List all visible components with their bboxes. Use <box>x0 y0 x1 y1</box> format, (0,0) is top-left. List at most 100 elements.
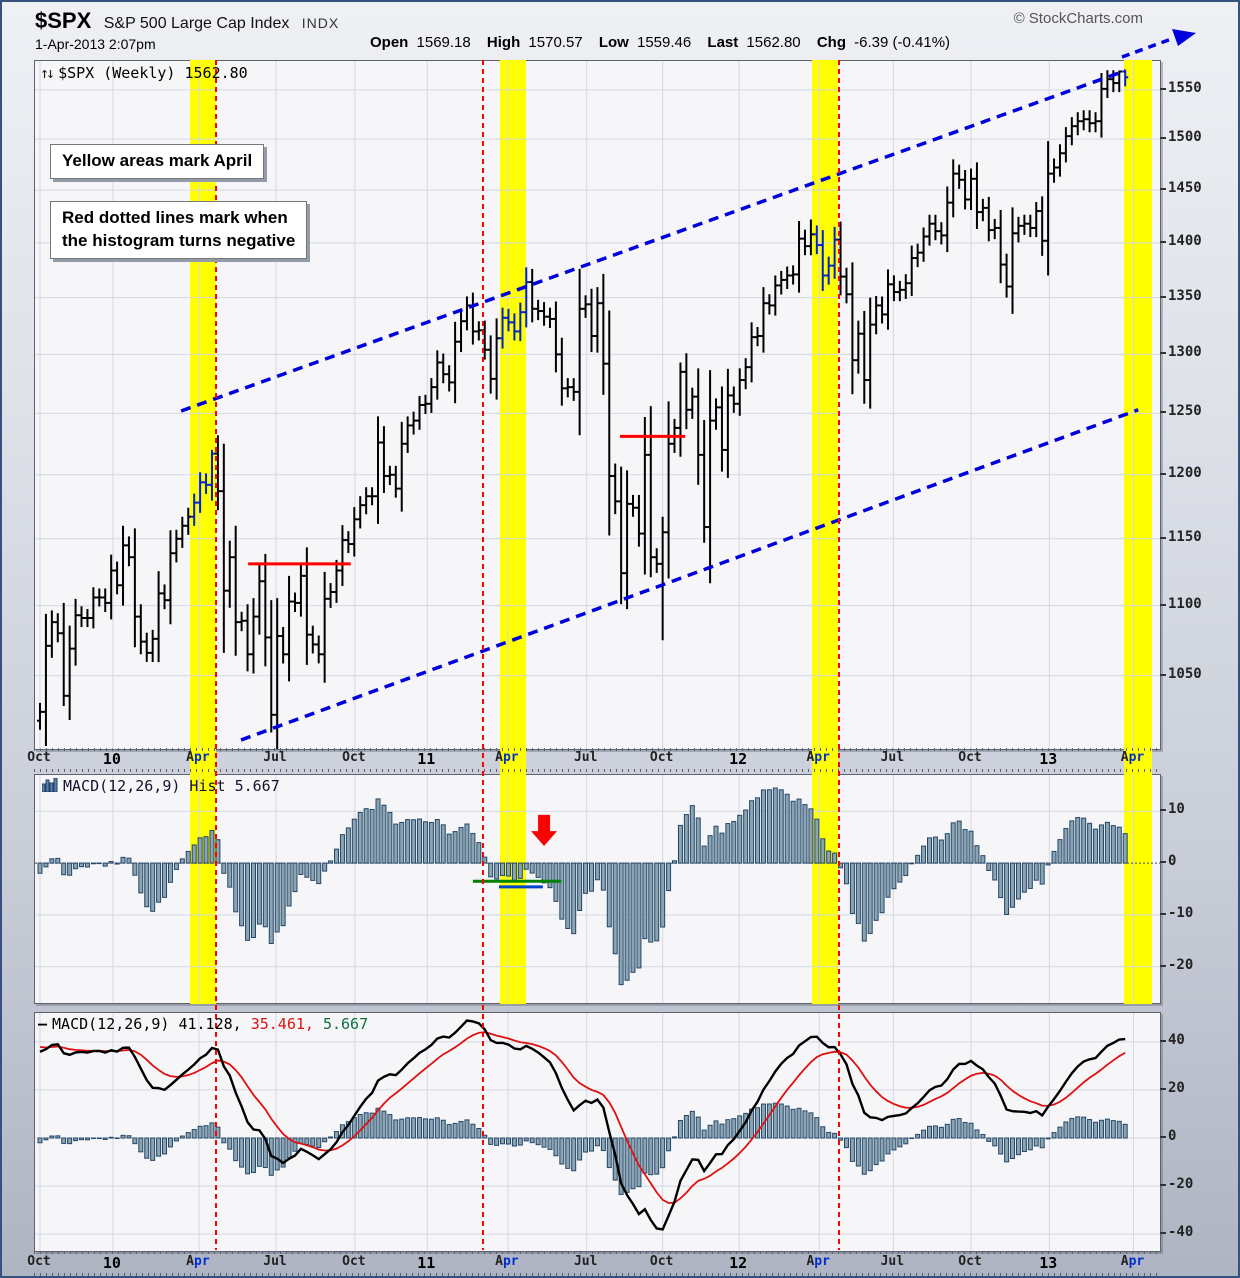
updown-arrows-icon: ↑↓ <box>40 64 55 82</box>
hist-value: 5.667 <box>313 1015 369 1033</box>
line-icon: — <box>38 1015 48 1033</box>
last-value: 1562.80 <box>746 34 801 51</box>
macd-legend-values: MACD(12,26,9) 41.128, <box>52 1015 242 1033</box>
y-axis-tick <box>1160 861 1166 864</box>
april-band <box>499 60 526 1004</box>
y-axis-label: 1350 <box>1168 287 1202 304</box>
y-axis-tick <box>1160 603 1166 606</box>
lower-channel-line <box>240 408 1139 742</box>
quote-row: Open 1569.18 High 1570.57 Low 1559.46 La… <box>370 34 950 51</box>
macd-line-panel <box>34 1012 1161 1252</box>
x-axis-label: Apr <box>186 750 210 765</box>
y-axis-tick <box>1160 1232 1166 1235</box>
y-axis-label: 20 <box>1168 1079 1185 1096</box>
high-label: High <box>486 34 521 51</box>
x-axis-label: Oct <box>342 750 366 765</box>
low-value: 1559.46 <box>637 34 692 51</box>
x-axis-label: Oct <box>649 1254 674 1269</box>
histogram-negative-marker-line <box>482 60 485 1250</box>
y-axis-label: -40 <box>1168 1224 1194 1241</box>
x-axis-label: Oct <box>649 750 674 765</box>
signal-value: 35.461, <box>241 1015 314 1033</box>
red-down-arrow <box>531 814 558 846</box>
x-axis-label: Jul <box>263 750 287 765</box>
copyright: © StockCharts.com <box>1013 10 1143 27</box>
annotation-red-lines-line1: Red dotted lines mark when <box>62 208 288 227</box>
y-axis-label: -20 <box>1168 956 1194 973</box>
macd-line <box>39 1019 1126 1231</box>
x-axis-label: Jul <box>880 750 905 765</box>
chg-value: -6.39 (-0.41%) <box>854 34 951 51</box>
y-axis-tick <box>1160 1039 1166 1042</box>
price-legend: ↑↓ $SPX (Weekly) 1562.80 <box>40 64 248 82</box>
x-axis-label: Jul <box>573 1254 598 1269</box>
macd-legend: — MACD(12,26,9) 41.128, 35.461, 5.667 <box>38 1015 368 1033</box>
y-axis-tick <box>1160 240 1166 243</box>
hist-legend: MACD(12,26,9) Hist 5.667 <box>42 777 280 795</box>
x-axis-label: Jul <box>880 1254 905 1269</box>
annotation-yellow-areas: Yellow areas mark April <box>50 144 265 179</box>
x-axis-label: 11 <box>417 1254 436 1272</box>
y-axis-label: 1400 <box>1168 232 1202 249</box>
macd-histogram-plot <box>35 775 1160 1003</box>
high-value: 1570.57 <box>528 34 583 51</box>
macd-histogram-bars <box>37 787 1128 986</box>
y-axis-label: 1050 <box>1168 665 1202 682</box>
y-axis-label: 10 <box>1168 801 1185 818</box>
tick-row <box>34 1273 1159 1276</box>
y-axis-tick <box>1160 1087 1166 1090</box>
upper-channel-line <box>180 68 1127 413</box>
annotation-red-lines-line2: the histogram turns negative <box>62 230 296 250</box>
x-axis-label: Apr <box>186 1254 210 1269</box>
trendline-arrow-icon <box>1121 29 1196 59</box>
y-axis-tick <box>1160 352 1166 355</box>
histogram-negative-marker-line <box>214 60 217 1250</box>
x-axis-label: Apr <box>495 750 519 765</box>
title-row: $SPX S&P 500 Large Cap Index INDX <box>35 8 339 34</box>
hist-legend-text: MACD(12,26,9) Hist 5.667 <box>63 777 280 795</box>
x-axis-label: Oct <box>342 1254 366 1269</box>
y-axis-tick <box>1160 1136 1166 1138</box>
april-band <box>1123 60 1153 1004</box>
open-value: 1569.18 <box>416 34 471 51</box>
chart-header: $SPX S&P 500 Large Cap Index INDX © Stoc… <box>2 2 1238 59</box>
y-axis-label: 0 <box>1168 853 1177 870</box>
y-axis-tick <box>1160 411 1166 414</box>
y-axis-tick <box>1160 1184 1166 1187</box>
x-axis-label: Oct <box>27 750 51 765</box>
histogram-icon <box>42 778 58 792</box>
index-name: S&P 500 Large Cap Index <box>103 15 290 32</box>
y-axis-tick <box>1160 87 1166 90</box>
macd-histogram-panel <box>34 774 1161 1004</box>
y-axis-tick <box>1160 964 1166 967</box>
x-axis-label: 10 <box>102 750 121 768</box>
datetime: 1-Apr-2013 2:07pm <box>35 36 156 52</box>
y-axis-label: -20 <box>1168 1176 1194 1193</box>
y-axis-label: 40 <box>1168 1031 1185 1048</box>
x-axis-label: Apr <box>806 750 830 765</box>
y-axis-tick <box>1160 137 1166 140</box>
y-axis-label: 1450 <box>1168 180 1202 197</box>
open-label: Open <box>370 34 409 51</box>
y-axis-tick <box>1160 536 1166 539</box>
x-axis-label: Oct <box>958 1254 982 1269</box>
ticker-symbol: $SPX <box>35 8 92 33</box>
macd-histogram-bars <box>37 1102 1128 1195</box>
y-axis-label: 1550 <box>1168 79 1202 96</box>
macd-line-plot <box>35 1013 1160 1251</box>
x-axis-label: Apr <box>1120 750 1145 765</box>
chg-label: Chg <box>816 34 846 51</box>
y-axis-label: 1150 <box>1168 528 1202 545</box>
low-label: Low <box>598 34 629 51</box>
x-axis-label: Oct <box>27 1254 51 1269</box>
tick-row <box>34 769 1159 772</box>
y-axis-label: 1300 <box>1168 344 1202 361</box>
y-axis-tick <box>1160 673 1166 676</box>
x-axis-label: 10 <box>102 1254 121 1272</box>
tick-row <box>34 748 1159 751</box>
x-axis-label: Apr <box>1120 1254 1145 1269</box>
x-axis-label: Apr <box>806 1254 830 1269</box>
price-plot <box>35 61 1160 749</box>
x-axis-label: 12 <box>729 750 748 768</box>
